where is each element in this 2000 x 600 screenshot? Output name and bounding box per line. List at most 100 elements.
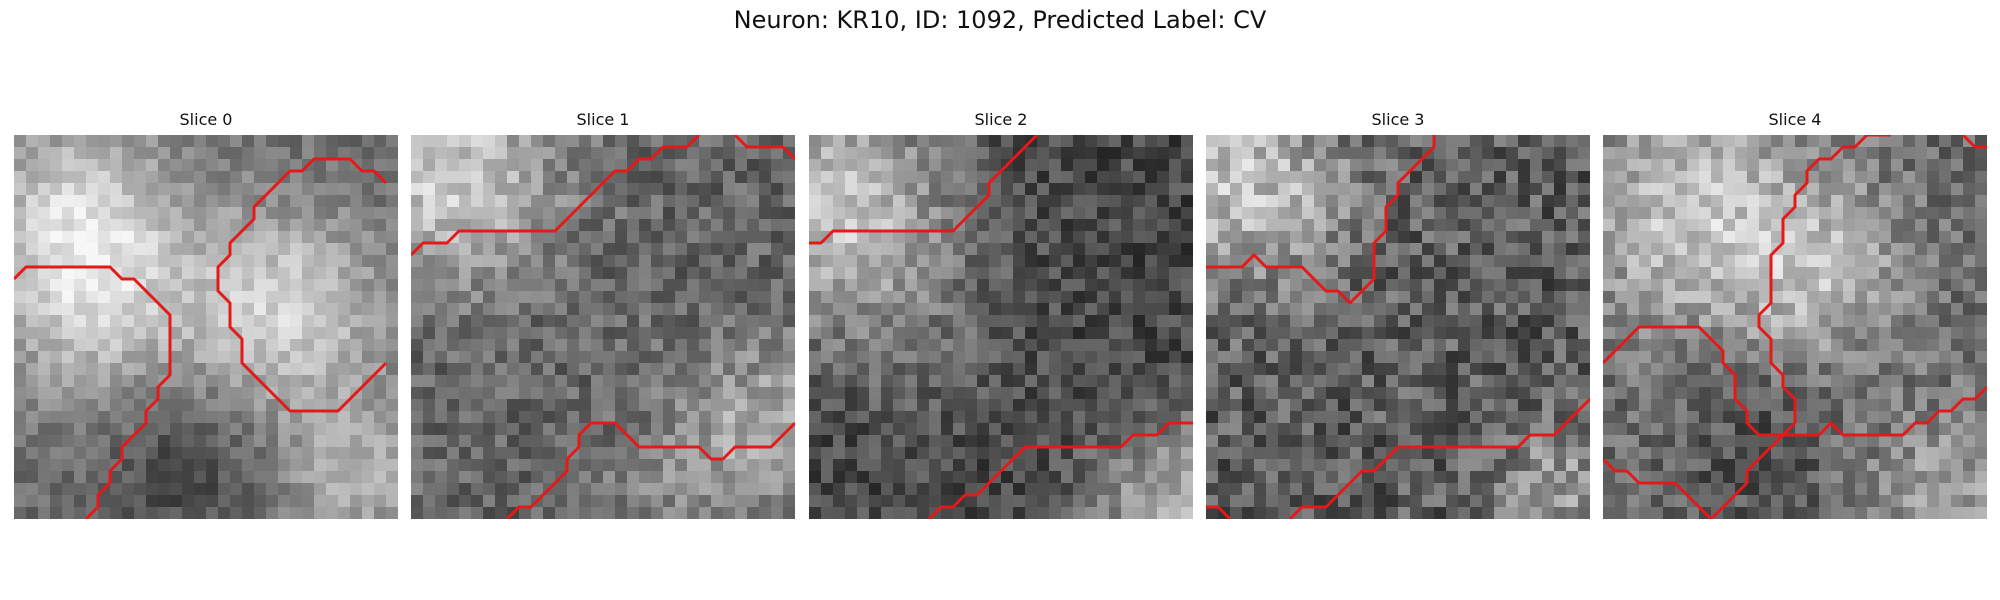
pixel bbox=[1578, 363, 1590, 375]
pixel bbox=[86, 363, 98, 375]
pixel bbox=[290, 339, 302, 351]
pixel bbox=[1181, 219, 1193, 231]
pixel bbox=[1302, 183, 1314, 195]
pixel bbox=[302, 447, 314, 459]
pixel bbox=[1422, 267, 1434, 279]
pixel bbox=[1651, 423, 1663, 435]
pixel bbox=[893, 231, 905, 243]
pixel bbox=[386, 159, 398, 171]
pixel bbox=[1975, 315, 1987, 327]
pixel bbox=[1073, 483, 1085, 495]
pixel bbox=[1013, 411, 1025, 423]
pixel bbox=[1927, 147, 1939, 159]
pixel bbox=[1097, 351, 1109, 363]
pixel bbox=[1855, 435, 1867, 447]
pixel bbox=[1783, 243, 1795, 255]
pixel bbox=[1085, 219, 1097, 231]
pixel bbox=[86, 399, 98, 411]
pixel bbox=[1783, 315, 1795, 327]
pixel bbox=[1374, 147, 1386, 159]
pixel bbox=[1927, 399, 1939, 411]
pixel bbox=[1073, 423, 1085, 435]
pixel bbox=[1843, 411, 1855, 423]
pixel bbox=[759, 183, 771, 195]
pixel bbox=[1037, 231, 1049, 243]
pixel bbox=[266, 279, 278, 291]
pixel bbox=[1049, 399, 1061, 411]
pixel bbox=[26, 387, 38, 399]
pixel bbox=[1566, 159, 1578, 171]
pixel bbox=[1566, 387, 1578, 399]
pixel bbox=[362, 495, 374, 507]
pixel bbox=[1374, 447, 1386, 459]
pixel bbox=[543, 171, 555, 183]
pixel bbox=[989, 495, 1001, 507]
pixel bbox=[1446, 183, 1458, 195]
pixel bbox=[1458, 423, 1470, 435]
pixel bbox=[1783, 351, 1795, 363]
pixel bbox=[603, 147, 615, 159]
pixel bbox=[411, 183, 423, 195]
pixel bbox=[1651, 399, 1663, 411]
pixel bbox=[1049, 231, 1061, 243]
pixel bbox=[917, 147, 929, 159]
pixel bbox=[1530, 483, 1542, 495]
pixel bbox=[1025, 351, 1037, 363]
pixel bbox=[386, 147, 398, 159]
pixel bbox=[591, 471, 603, 483]
pixel bbox=[1085, 471, 1097, 483]
pixel bbox=[182, 267, 194, 279]
pixel bbox=[1398, 135, 1410, 147]
pixel bbox=[459, 207, 471, 219]
pixel bbox=[507, 483, 519, 495]
pixel bbox=[122, 147, 134, 159]
pixel bbox=[1915, 231, 1927, 243]
pixel bbox=[651, 255, 663, 267]
pixel bbox=[1867, 195, 1879, 207]
pixel bbox=[675, 279, 687, 291]
pixel bbox=[411, 447, 423, 459]
pixel bbox=[134, 231, 146, 243]
pixel bbox=[1169, 183, 1181, 195]
pixel bbox=[1891, 351, 1903, 363]
pixel bbox=[1723, 303, 1735, 315]
pixel bbox=[1687, 183, 1699, 195]
pixel bbox=[747, 279, 759, 291]
pixel bbox=[1025, 387, 1037, 399]
pixel bbox=[759, 411, 771, 423]
pixel bbox=[893, 303, 905, 315]
pixel bbox=[242, 471, 254, 483]
pixel bbox=[495, 195, 507, 207]
pixel bbox=[1566, 471, 1578, 483]
pixel bbox=[386, 507, 398, 519]
pixel bbox=[507, 363, 519, 375]
pixel bbox=[1181, 267, 1193, 279]
pixel bbox=[1001, 243, 1013, 255]
pixel bbox=[977, 471, 989, 483]
pixel bbox=[1230, 243, 1242, 255]
pixel bbox=[1326, 207, 1338, 219]
pixel bbox=[1735, 231, 1747, 243]
pixel bbox=[314, 255, 326, 267]
pixel bbox=[1975, 159, 1987, 171]
pixel bbox=[1398, 423, 1410, 435]
pixel bbox=[953, 279, 965, 291]
pixel bbox=[723, 339, 735, 351]
pixel bbox=[893, 483, 905, 495]
pixel bbox=[206, 375, 218, 387]
pixel bbox=[881, 291, 893, 303]
pixel bbox=[663, 447, 675, 459]
pixel bbox=[1013, 375, 1025, 387]
pixel bbox=[1073, 495, 1085, 507]
pixel bbox=[1747, 219, 1759, 231]
pixel bbox=[1843, 159, 1855, 171]
pixel bbox=[555, 399, 567, 411]
pixel bbox=[579, 219, 591, 231]
pixel bbox=[1530, 435, 1542, 447]
pixel bbox=[615, 483, 627, 495]
pixel bbox=[495, 291, 507, 303]
pixel bbox=[1109, 363, 1121, 375]
pixel bbox=[1903, 375, 1915, 387]
pixel bbox=[1651, 207, 1663, 219]
pixel bbox=[711, 147, 723, 159]
